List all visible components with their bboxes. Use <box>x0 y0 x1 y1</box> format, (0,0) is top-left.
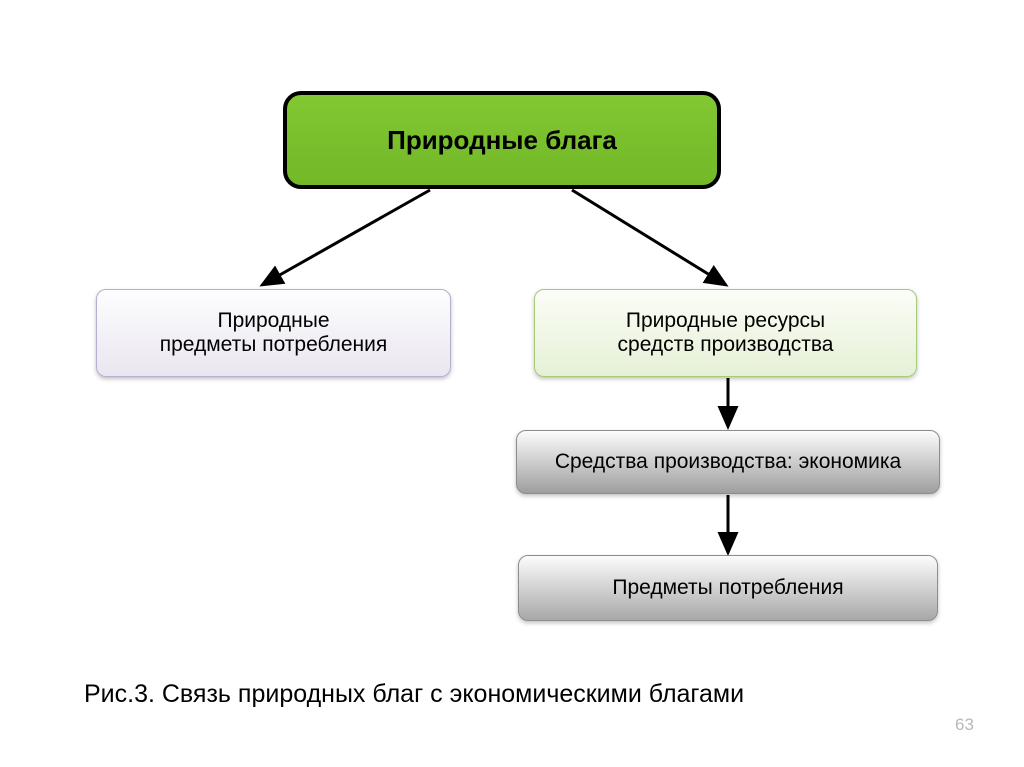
node-label: Предметы потребления <box>612 576 843 600</box>
node-means-of-production: Средства производства: экономика <box>516 430 940 494</box>
node-production-resources: Природные ресурсы средств производства <box>534 289 917 377</box>
node-label: Средства производства: экономика <box>555 450 901 474</box>
page-number: 63 <box>955 715 974 735</box>
node-consumption-goods: Предметы потребления <box>518 555 938 621</box>
node-label: Природные предметы потребления <box>160 309 388 357</box>
node-consumption-items: Природные предметы потребления <box>96 289 451 377</box>
node-label: Природные блага <box>387 125 617 156</box>
node-natural-goods: Природные блага <box>283 91 721 189</box>
figure-caption: Рис.3. Связь природных благ с экономичес… <box>84 680 744 709</box>
node-label: Природные ресурсы средств производства <box>618 309 834 357</box>
